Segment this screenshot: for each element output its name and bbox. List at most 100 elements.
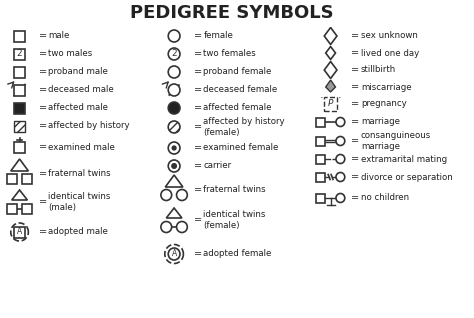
Bar: [14, 66, 25, 78]
Text: examined female: examined female: [203, 143, 279, 153]
Text: lived one day: lived one day: [361, 49, 419, 58]
Bar: [317, 193, 325, 203]
Text: identical twins
(female): identical twins (female): [203, 210, 266, 230]
Text: =: =: [39, 197, 47, 207]
Text: =: =: [351, 99, 359, 109]
Bar: [317, 172, 325, 182]
Text: =: =: [193, 85, 201, 95]
Text: stillbirth: stillbirth: [361, 66, 396, 74]
Text: affected by history
(female): affected by history (female): [203, 117, 285, 137]
Bar: [14, 31, 25, 42]
Text: proband male: proband male: [48, 67, 108, 77]
Circle shape: [168, 30, 180, 42]
Bar: [7, 174, 17, 184]
Text: two females: two females: [203, 50, 256, 59]
Text: two males: two males: [48, 50, 92, 59]
Text: affected female: affected female: [203, 103, 272, 113]
Bar: [14, 121, 25, 132]
Text: affected male: affected male: [48, 103, 108, 113]
Text: pregnancy: pregnancy: [361, 100, 407, 108]
Circle shape: [336, 172, 345, 182]
Text: =: =: [351, 136, 359, 146]
Bar: [14, 85, 25, 95]
Text: affected by history: affected by history: [48, 121, 129, 130]
Text: =: =: [193, 31, 201, 41]
Circle shape: [168, 160, 180, 172]
Text: female: female: [203, 31, 233, 40]
Bar: [14, 226, 25, 238]
Text: =: =: [193, 103, 201, 113]
Text: A: A: [17, 227, 22, 237]
Text: .: .: [337, 90, 341, 100]
Circle shape: [172, 164, 176, 168]
Circle shape: [176, 222, 187, 232]
Circle shape: [173, 146, 176, 150]
Text: =: =: [351, 65, 359, 75]
Text: =: =: [193, 161, 201, 171]
Bar: [317, 117, 325, 127]
Text: .: .: [320, 90, 324, 100]
Polygon shape: [324, 27, 337, 45]
Text: no children: no children: [361, 193, 409, 203]
Text: =: =: [193, 249, 201, 259]
Text: =: =: [39, 121, 47, 131]
Text: divorce or separation: divorce or separation: [361, 172, 453, 182]
Text: =: =: [193, 215, 201, 225]
Circle shape: [168, 102, 180, 114]
Text: PEDIGREE SYMBOLS: PEDIGREE SYMBOLS: [130, 4, 334, 22]
Text: P: P: [328, 100, 333, 108]
Text: =: =: [193, 185, 201, 195]
Bar: [22, 204, 32, 214]
Text: =: =: [351, 82, 359, 92]
Text: deceased female: deceased female: [203, 86, 278, 94]
Circle shape: [161, 190, 172, 201]
Circle shape: [168, 48, 180, 60]
Text: =: =: [193, 122, 201, 132]
Text: =: =: [193, 49, 201, 59]
Text: =: =: [351, 193, 359, 203]
Text: fraternal twins: fraternal twins: [48, 169, 110, 178]
Circle shape: [176, 190, 187, 201]
Bar: [7, 204, 17, 214]
Text: examined male: examined male: [48, 142, 115, 151]
Text: miscarriage: miscarriage: [361, 82, 411, 92]
Circle shape: [336, 155, 345, 163]
Text: consanguineous
marriage: consanguineous marriage: [361, 131, 431, 151]
Text: =: =: [39, 31, 47, 41]
Circle shape: [168, 142, 180, 154]
Bar: [14, 142, 25, 153]
Text: carrier: carrier: [203, 162, 232, 170]
Circle shape: [168, 66, 180, 78]
Bar: [14, 49, 25, 59]
Circle shape: [336, 193, 345, 203]
Text: =: =: [193, 67, 201, 77]
Text: =: =: [351, 172, 359, 182]
Text: =: =: [39, 169, 47, 179]
Text: fraternal twins: fraternal twins: [203, 185, 266, 195]
Circle shape: [168, 84, 180, 96]
Text: deceased male: deceased male: [48, 86, 114, 94]
Bar: [317, 136, 325, 146]
Circle shape: [336, 117, 345, 127]
Text: =: =: [39, 142, 47, 152]
Text: =: =: [39, 227, 47, 237]
Text: extramarital mating: extramarital mating: [361, 155, 447, 163]
Text: =: =: [193, 143, 201, 153]
Text: =: =: [351, 117, 359, 127]
Text: sex unknown: sex unknown: [361, 31, 418, 40]
Text: male: male: [48, 31, 69, 40]
Bar: [14, 102, 25, 114]
Text: =: =: [39, 67, 47, 77]
Circle shape: [161, 222, 172, 232]
Text: =: =: [39, 85, 47, 95]
Bar: [317, 155, 325, 163]
Text: A: A: [172, 250, 177, 259]
Polygon shape: [326, 46, 336, 59]
Circle shape: [168, 248, 180, 260]
Text: =: =: [351, 48, 359, 58]
Polygon shape: [324, 61, 337, 79]
Text: =: =: [39, 103, 47, 113]
Polygon shape: [326, 80, 336, 92]
Circle shape: [336, 136, 345, 146]
Circle shape: [168, 121, 180, 133]
